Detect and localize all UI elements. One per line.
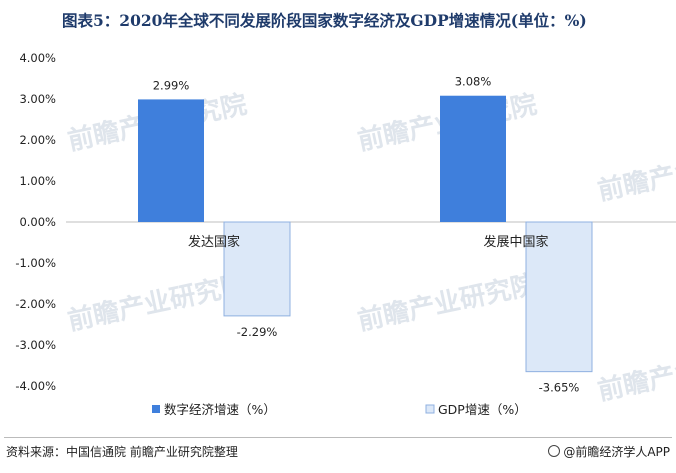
data-label: 2.99%	[153, 78, 190, 92]
watermark-text: 前瞻产业研究院	[595, 339, 676, 407]
watermark-text: 前瞻产业研究院	[65, 269, 249, 337]
source-note: 资料来源：中国信通院 前瞻产业研究院整理	[6, 445, 238, 459]
y-tick-label: -4.00%	[15, 379, 56, 393]
brand-note: @前瞻经济学人APP	[548, 443, 670, 460]
bars-layer: 2.99% -2.29% 3.08% -3.65%	[138, 75, 593, 395]
y-tick-label: 0.00%	[19, 215, 56, 229]
y-tick-label: 3.00%	[19, 92, 56, 106]
legend-label: 数字经济增速（%）	[164, 402, 276, 417]
y-axis: 4.00% 3.00% 2.00% 1.00% 0.00% -1.00% -2.00% -3.…	[15, 51, 56, 393]
brand-logo-icon	[548, 445, 561, 457]
bar-gdp	[223, 221, 291, 317]
category-label: 发达国家	[188, 234, 240, 250]
watermark-text: 前瞻产业研究院	[355, 269, 539, 337]
bar-gdp	[525, 221, 593, 373]
chart-svg: 前瞻产业研究院前瞻产业研究院前瞻产业研究院前瞻产业研究院前瞻产业研究院前瞻产业研…	[15, 51, 676, 417]
y-tick-label: 1.00%	[19, 174, 56, 188]
bar-digital-economy	[440, 95, 506, 222]
footer-divider	[4, 437, 672, 438]
legend-label: GDP增速（%）	[438, 402, 527, 417]
watermark-text: 前瞻产业研究院	[595, 139, 676, 207]
category-label: 发展中国家	[483, 234, 548, 250]
y-tick-label: -3.00%	[15, 338, 56, 352]
y-tick-label: -2.00%	[15, 297, 56, 311]
data-label: -2.29%	[237, 325, 278, 339]
brand-text: @前瞻经济学人APP	[563, 445, 670, 459]
chart-title: 图表5：2020年全球不同发展阶段国家数字经济及GDP增速情况(单位：%)	[62, 11, 587, 30]
bar-digital-economy	[138, 99, 204, 222]
y-tick-label: 2.00%	[19, 133, 56, 147]
y-tick-label: 4.00%	[19, 51, 56, 65]
y-tick-label: -1.00%	[15, 256, 56, 270]
data-label: -3.65%	[539, 381, 580, 395]
data-label: 3.08%	[455, 75, 492, 89]
legend: 数字经济增速（%） GDP增速（%）	[152, 402, 527, 417]
category-labels: 发达国家 发展中国家	[188, 234, 549, 250]
legend-swatch-gdp	[425, 404, 435, 414]
legend-swatch-digital-economy	[152, 405, 160, 413]
